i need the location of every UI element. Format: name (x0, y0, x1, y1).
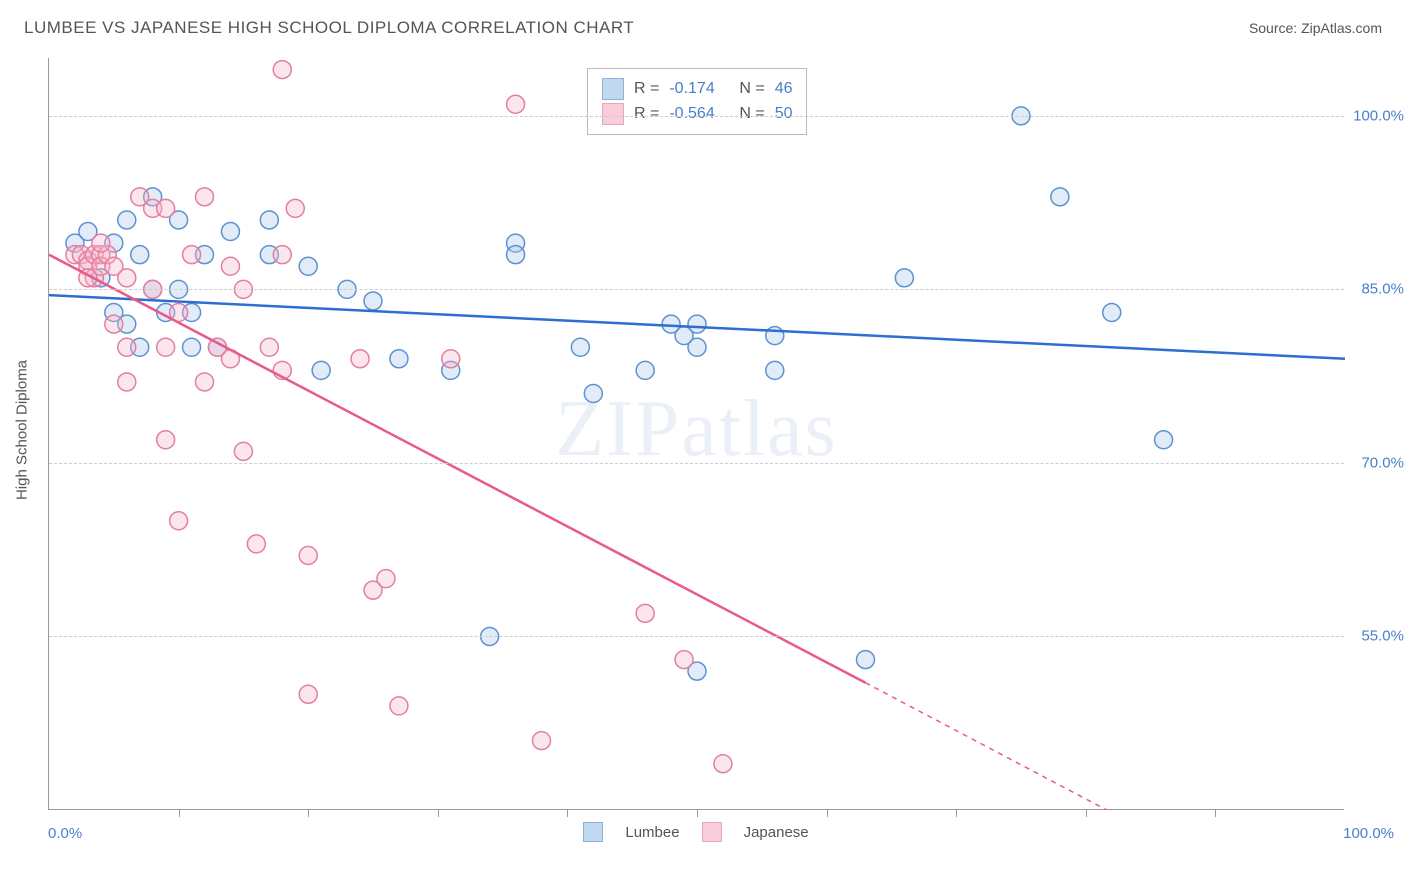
y-tick-label: 55.0% (1349, 628, 1404, 645)
data-point (118, 269, 136, 287)
data-point (377, 570, 395, 588)
data-point (714, 755, 732, 773)
data-point (442, 350, 460, 368)
gridline (49, 289, 1344, 290)
x-tick (567, 809, 568, 817)
data-point (157, 199, 175, 217)
legend-stat-row: R = -0.564 N = 50 (602, 103, 792, 125)
legend-r-value: -0.564 (669, 105, 729, 123)
chart-title: LUMBEE VS JAPANESE HIGH SCHOOL DIPLOMA C… (24, 18, 634, 38)
x-tick (1086, 809, 1087, 817)
data-point (390, 697, 408, 715)
data-point (118, 211, 136, 229)
legend-swatch (602, 103, 624, 125)
data-point (856, 651, 874, 669)
legend-n-label: N = (739, 80, 764, 98)
data-point (571, 338, 589, 356)
legend-n-value: 50 (775, 105, 793, 123)
legend-r-label: R = (634, 80, 659, 98)
data-point (273, 246, 291, 264)
y-tick-label: 70.0% (1349, 454, 1404, 471)
data-point (92, 234, 110, 252)
data-point (247, 535, 265, 553)
gridline (49, 636, 1344, 637)
data-point (584, 385, 602, 403)
data-point (157, 431, 175, 449)
data-point (260, 338, 278, 356)
gridline (49, 463, 1344, 464)
data-point (157, 338, 175, 356)
x-tick (956, 809, 957, 817)
data-point (312, 361, 330, 379)
data-point (1103, 304, 1121, 322)
scatter-chart-svg (49, 58, 1345, 810)
data-point (196, 188, 214, 206)
source-attribution: Source: ZipAtlas.com (1249, 20, 1382, 36)
gridline (49, 116, 1344, 117)
data-point (170, 512, 188, 530)
data-point (675, 651, 693, 669)
data-point (299, 685, 317, 703)
data-point (766, 361, 784, 379)
data-point (105, 315, 123, 333)
data-point (260, 211, 278, 229)
legend-swatch (583, 822, 603, 842)
x-tick (308, 809, 309, 817)
y-axis-title: High School Diploma (14, 360, 31, 500)
legend-swatch (602, 78, 624, 100)
legend-series: Lumbee Japanese (48, 822, 1344, 842)
legend-stat-row: R = -0.174 N = 46 (602, 78, 792, 100)
data-point (183, 338, 201, 356)
y-tick-label: 100.0% (1349, 107, 1404, 124)
legend-stats-box: R = -0.174 N = 46 R = -0.564 N = 50 (587, 68, 807, 135)
regression-line (49, 255, 865, 683)
legend-series-label: Japanese (744, 824, 809, 841)
x-tick (438, 809, 439, 817)
x-tick (179, 809, 180, 817)
data-point (221, 223, 239, 241)
data-point (299, 257, 317, 275)
data-point (299, 546, 317, 564)
data-point (234, 442, 252, 460)
legend-series-label: Lumbee (625, 824, 679, 841)
legend-r-label: R = (634, 105, 659, 123)
data-point (196, 373, 214, 391)
data-point (507, 95, 525, 113)
data-point (636, 604, 654, 622)
data-point (895, 269, 913, 287)
data-point (636, 361, 654, 379)
data-point (183, 246, 201, 264)
legend-r-value: -0.174 (669, 80, 729, 98)
legend-swatch (702, 822, 722, 842)
x-tick (827, 809, 828, 817)
data-point (532, 732, 550, 750)
data-point (390, 350, 408, 368)
data-point (507, 246, 525, 264)
data-point (1051, 188, 1069, 206)
data-point (221, 257, 239, 275)
plot-area: ZIPatlas R =-0.174N =46R =-0.564N =50 55… (48, 58, 1344, 810)
legend-n-value: 46 (775, 80, 793, 98)
x-tick (697, 809, 698, 817)
data-point (364, 292, 382, 310)
regression-line-extension (865, 683, 1150, 810)
data-point (286, 199, 304, 217)
data-point (273, 61, 291, 79)
data-point (1155, 431, 1173, 449)
legend-n-label: N = (739, 105, 764, 123)
x-tick (1215, 809, 1216, 817)
data-point (118, 373, 136, 391)
data-point (662, 315, 680, 333)
data-point (131, 246, 149, 264)
data-point (118, 338, 136, 356)
x-axis-max-label: 100.0% (1343, 825, 1394, 842)
data-point (351, 350, 369, 368)
y-tick-label: 85.0% (1349, 281, 1404, 298)
